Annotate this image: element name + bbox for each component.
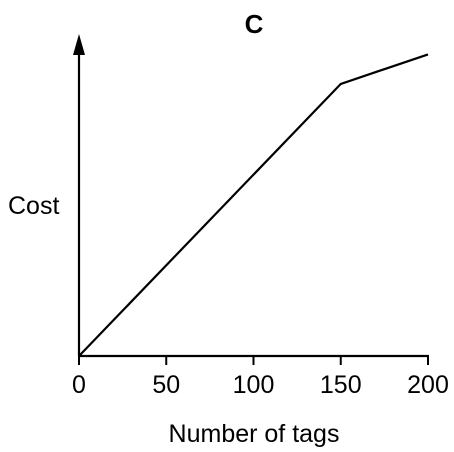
y-axis-arrowhead [73,34,85,55]
x-tick-label-1: 50 [152,371,180,399]
y-axis-label: Cost [8,192,59,220]
x-axis-label: Number of tags [169,420,340,448]
x-tick-label-0: 0 [72,371,86,399]
x-axis-tick-labels: 0 50 100 150 200 [72,371,449,399]
series-layer [78,53,429,357]
chart-title: C [245,9,264,39]
series-line-0 [78,53,429,357]
x-tick-label-3: 150 [320,371,362,399]
x-tick-label-2: 100 [233,371,275,399]
x-tick-label-4: 200 [407,371,449,399]
x-axis-ticks [78,356,429,365]
